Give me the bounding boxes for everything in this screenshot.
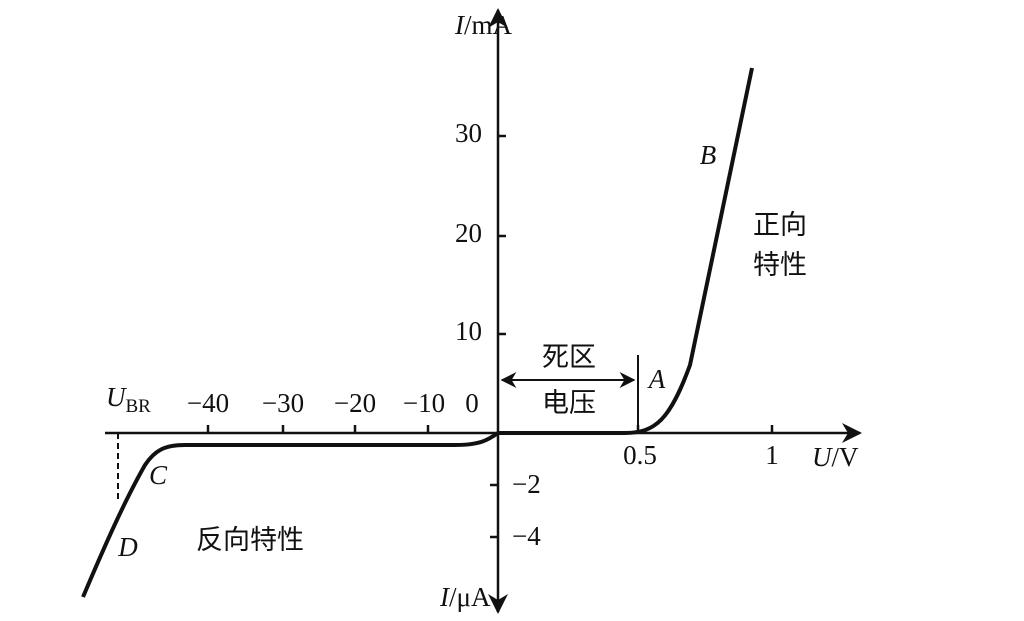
point-label: C [149,460,168,490]
x-tick-label: 1 [765,440,779,470]
unit: /μA [449,582,491,612]
x-tick-label: 0 [465,388,479,418]
point-label: B [700,140,717,170]
unit: /mA [464,10,513,40]
x-tick-label: 0.5 [623,440,657,470]
symbol: U [106,382,127,412]
dead-zone-label: 电压 [542,388,596,418]
iv-curve [81,67,754,598]
y-tick-label: 10 [455,316,482,346]
y-tick-label: −4 [512,521,541,551]
y-tick-label: −2 [512,469,541,499]
y-tick-label: 20 [455,218,482,248]
point-label: A [647,364,666,394]
forward-label: 正向 [753,210,807,240]
reverse-label: 反向特性 [196,525,304,555]
symbol: I [454,10,466,40]
y-axis-label-bottom: I/μA [439,582,491,612]
breakdown-label: UBR [106,382,151,417]
x-tick-label: −40 [187,388,229,418]
x-tick-label: −30 [262,388,304,418]
point-label: D [117,532,138,562]
y-tick-label: 30 [455,118,482,148]
tick-marks [206,134,774,539]
forward-label: 特性 [753,250,807,280]
x-axis-label: U/V [812,442,859,472]
x-tick-label: −20 [334,388,376,418]
unit: /V [832,442,860,472]
x-tick-label: −10 [403,388,445,418]
subscript: BR [126,396,152,417]
dead-zone-label: 死区 [542,342,596,372]
symbol: U [812,442,833,472]
symbol: I [439,582,451,612]
y-axis-label: I/mA [454,10,513,40]
